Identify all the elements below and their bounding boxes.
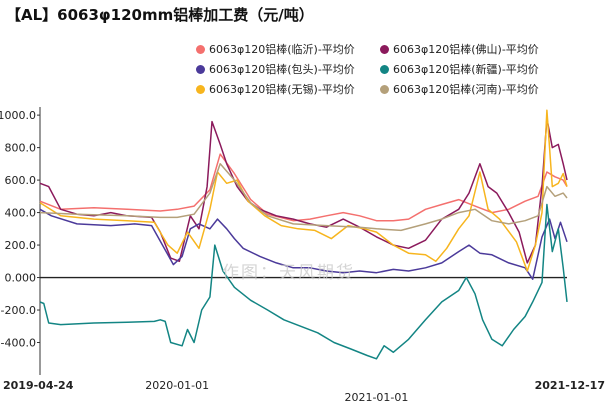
y-tick-label: -400.0 xyxy=(1,337,36,350)
legend-item[interactable]: 6063φ120铝棒(新疆)-平均价 xyxy=(380,61,539,77)
x-tick-label: 2020-01-01 xyxy=(145,379,209,392)
legend-swatch xyxy=(196,85,205,94)
ticks-layer: 1000.0 800.0 600.0 400.0 200.0 0.000 -200.0 -40… xyxy=(0,109,605,404)
series-line-5 xyxy=(39,163,568,232)
legend-item[interactable]: 6063φ120铝棒(包头)-平均价 xyxy=(196,61,355,77)
legend-item[interactable]: 6063φ120铝棒(河南)-平均价 xyxy=(380,81,539,97)
legend-label: 6063φ120铝棒(佛山)-平均价 xyxy=(393,43,539,56)
legend-label: 6063φ120铝棒(临沂)-平均价 xyxy=(209,43,355,56)
series-line-0 xyxy=(39,153,568,222)
legend-label: 6063φ120铝棒(无锡)-平均价 xyxy=(209,83,355,96)
series-line-4 xyxy=(39,109,568,272)
axes-layer xyxy=(39,107,567,375)
legend-item[interactable]: 6063φ120铝棒(佛山)-平均价 xyxy=(380,41,539,57)
y-tick-label: 800.0 xyxy=(5,142,37,155)
legend-label: 6063φ120铝棒(包头)-平均价 xyxy=(209,63,355,76)
y-tick-label: 1000.0 xyxy=(0,109,36,122)
legend-label: 6063φ120铝棒(新疆)-平均价 xyxy=(393,63,539,76)
y-tick-label: -200.0 xyxy=(1,304,36,317)
y-tick-label: 0.000 xyxy=(5,272,37,285)
legend-label: 6063φ120铝棒(河南)-平均价 xyxy=(393,83,539,96)
watermark: 作图：天风期货 xyxy=(222,263,355,283)
x-tick-label: 2019-04-24 xyxy=(3,379,74,392)
legend-swatch xyxy=(380,45,389,54)
x-tick-label: 2021-12-17 xyxy=(535,379,605,392)
series-line-3 xyxy=(39,203,568,360)
legend-item[interactable]: 6063φ120铝棒(无锡)-平均价 xyxy=(196,81,355,97)
legend-swatch xyxy=(196,45,205,54)
series-line-2 xyxy=(39,208,568,280)
y-tick-label: 400.0 xyxy=(5,207,37,220)
series-line-1 xyxy=(39,117,568,264)
y-tick-label: 200.0 xyxy=(5,239,37,252)
y-tick-label: 600.0 xyxy=(5,174,37,187)
x-tick-label: 2021-01-01 xyxy=(344,391,408,404)
legend-swatch xyxy=(196,65,205,74)
chart-title: 【AL】6063φ120mm铝棒加工费（元/吨） xyxy=(6,6,314,24)
legend-item[interactable]: 6063φ120铝棒(临沂)-平均价 xyxy=(196,41,355,57)
series-layer xyxy=(39,109,568,360)
legend-swatch xyxy=(380,85,389,94)
legend-swatch xyxy=(380,65,389,74)
